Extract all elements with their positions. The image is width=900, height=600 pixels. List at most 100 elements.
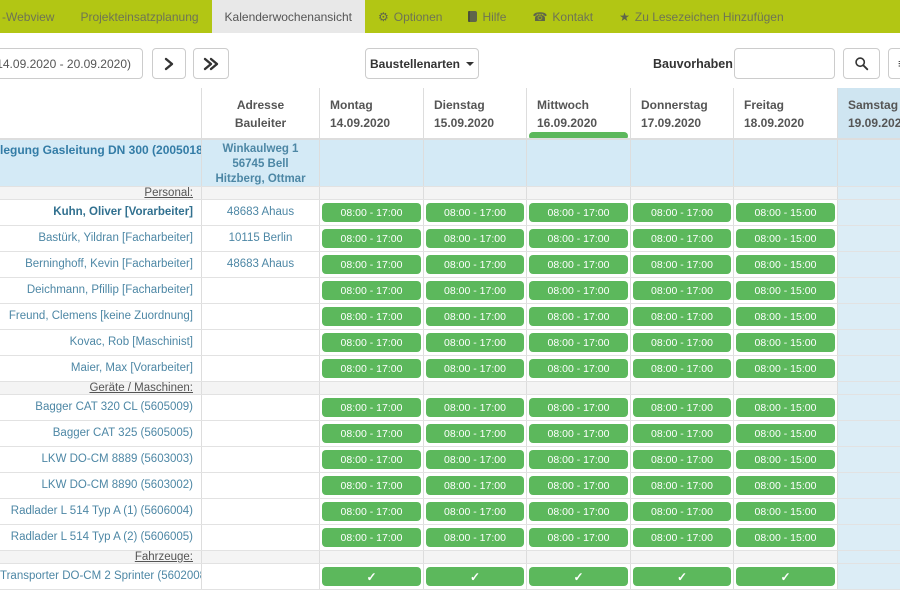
resource-name-link[interactable]: Maier, Max [Vorarbeiter] (0, 356, 202, 381)
assignment-time-cell[interactable]: 08:00 - 17:00 (633, 229, 731, 248)
resource-name-link[interactable]: Radlader L 514 Typ A (1) (5606004) (0, 499, 202, 524)
assignment-time-cell[interactable]: 08:00 - 17:00 (426, 450, 524, 469)
assignment-time-cell[interactable]: 08:00 - 17:00 (426, 229, 524, 248)
assignment-time-cell[interactable]: 08:00 - 15:00 (736, 333, 835, 352)
resource-name-link[interactable]: Berninghoff, Kevin [Facharbeiter] (0, 252, 202, 277)
resource-name-link[interactable]: Transporter DO-CM 2 Sprinter (5602008) (0, 564, 202, 589)
bauvorhaben-input[interactable] (734, 48, 835, 79)
assignment-time-cell[interactable]: 08:00 - 17:00 (529, 476, 628, 495)
assignment-time-cell[interactable]: 08:00 - 17:00 (426, 502, 524, 521)
assignment-time-cell[interactable]: 08:00 - 17:00 (322, 281, 421, 300)
assignment-time-cell[interactable]: 08:00 - 17:00 (426, 255, 524, 274)
assignment-time-cell[interactable]: 08:00 - 17:00 (633, 502, 731, 521)
week-selector[interactable]: 20 (14.09.2020 - 20.09.2020) (0, 48, 143, 79)
assignment-check-cell[interactable]: ✓ (529, 567, 628, 586)
nav-item-projekteinsatzplanung[interactable]: Projekteinsatzplanung (67, 0, 211, 33)
nav-item-optionen[interactable]: ⚙ Optionen (365, 0, 455, 33)
nav-item-webview[interactable]: -Webview (0, 0, 67, 33)
assignment-time-cell[interactable]: 08:00 - 17:00 (426, 528, 524, 547)
resource-name-link[interactable]: Bagger CAT 325 (5605005) (0, 421, 202, 446)
assignment-time-cell[interactable]: 08:00 - 17:00 (633, 528, 731, 547)
assignment-time-cell[interactable]: 08:00 - 15:00 (736, 203, 835, 222)
assignment-time-cell[interactable]: 08:00 - 17:00 (322, 229, 421, 248)
assignment-time-cell[interactable]: 08:00 - 17:00 (426, 398, 524, 417)
assignment-time-cell[interactable]: 08:00 - 15:00 (736, 502, 835, 521)
assignment-time-cell[interactable]: 08:00 - 15:00 (736, 307, 835, 326)
assignment-time-cell[interactable]: 08:00 - 17:00 (322, 203, 421, 222)
assignment-time-cell[interactable]: 08:00 - 17:00 (426, 307, 524, 326)
resource-name-link[interactable]: Freund, Clemens [keine Zuordnung] (0, 304, 202, 329)
assignment-time-cell[interactable]: 08:00 - 15:00 (736, 424, 835, 443)
assignment-time-cell[interactable]: 08:00 - 17:00 (633, 359, 731, 378)
nav-item-hilfe[interactable]: Hilfe (455, 0, 519, 33)
nav-item-kontakt[interactable]: ☎ Kontakt (519, 0, 606, 33)
assignment-time-cell[interactable]: 08:00 - 15:00 (736, 398, 835, 417)
assignment-time-cell[interactable]: 08:00 - 17:00 (322, 502, 421, 521)
assignment-check-cell[interactable]: ✓ (633, 567, 731, 586)
assignment-time-cell[interactable]: 08:00 - 15:00 (736, 359, 835, 378)
assignment-time-cell[interactable]: 08:00 - 17:00 (529, 450, 628, 469)
assignment-time-cell[interactable]: 08:00 - 17:00 (529, 333, 628, 352)
assignment-time-cell[interactable]: 08:00 - 17:00 (322, 359, 421, 378)
assignment-time-cell[interactable]: 08:00 - 15:00 (736, 528, 835, 547)
assignment-time-cell[interactable]: 08:00 - 17:00 (529, 528, 628, 547)
assignment-time-cell[interactable]: 08:00 - 17:00 (322, 307, 421, 326)
assignment-time-cell[interactable]: 08:00 - 17:00 (322, 255, 421, 274)
assignment-time-cell[interactable]: 08:00 - 15:00 (736, 281, 835, 300)
assignment-time-cell[interactable]: 08:00 - 17:00 (322, 450, 421, 469)
assignment-time-cell[interactable]: 08:00 - 15:00 (736, 229, 835, 248)
assignment-time-cell[interactable]: 08:00 - 17:00 (633, 281, 731, 300)
partial-right-button[interactable]: ≡ (888, 48, 900, 79)
baustellenarten-dropdown[interactable]: Baustellenarten (365, 48, 479, 79)
assignment-time-cell[interactable]: 08:00 - 17:00 (426, 359, 524, 378)
assignment-check-cell[interactable]: ✓ (322, 567, 421, 586)
assignment-time-cell[interactable]: 08:00 - 17:00 (322, 528, 421, 547)
assignment-time-cell[interactable]: 08:00 - 17:00 (322, 398, 421, 417)
next-week-button[interactable] (152, 48, 186, 79)
resource-name-link[interactable]: LKW DO-CM 8890 (5603002) (0, 473, 202, 498)
assignment-time-cell[interactable]: 08:00 - 15:00 (736, 450, 835, 469)
nav-item-lesezeichen[interactable]: ★ Zu Lesezeichen Hinzufügen (606, 0, 797, 33)
nav-tab-kalenderwochenansicht[interactable]: Kalenderwochenansicht (211, 0, 365, 33)
assignment-time-cell[interactable]: 08:00 - 17:00 (322, 476, 421, 495)
assignment-time-cell[interactable]: 08:00 - 17:00 (529, 307, 628, 326)
weekend-cell (838, 447, 900, 472)
assignment-time-cell[interactable]: 08:00 - 17:00 (529, 203, 628, 222)
assignment-time-cell[interactable]: 08:00 - 17:00 (633, 307, 731, 326)
assignment-time-cell[interactable]: 08:00 - 17:00 (322, 424, 421, 443)
assignment-time-cell[interactable]: 08:00 - 17:00 (633, 255, 731, 274)
assignment-time-cell[interactable]: 08:00 - 17:00 (322, 333, 421, 352)
resource-name-link[interactable]: Bastürk, Yildran [Facharbeiter] (0, 226, 202, 251)
assignment-time-cell[interactable]: 08:00 - 17:00 (633, 476, 731, 495)
assignment-time-cell[interactable]: 08:00 - 17:00 (426, 424, 524, 443)
assignment-check-cell[interactable]: ✓ (736, 567, 835, 586)
fast-forward-week-button[interactable] (193, 48, 229, 79)
resource-name-link[interactable]: LKW DO-CM 8889 (5603003) (0, 447, 202, 472)
project-name-link[interactable]: legung Gasleitung DN 300 (20050182) (0, 140, 202, 186)
assignment-time-cell[interactable]: 08:00 - 17:00 (633, 398, 731, 417)
assignment-time-cell[interactable]: 08:00 - 15:00 (736, 476, 835, 495)
assignment-time-cell[interactable]: 08:00 - 17:00 (529, 359, 628, 378)
assignment-time-cell[interactable]: 08:00 - 17:00 (529, 229, 628, 248)
assignment-time-cell[interactable]: 08:00 - 17:00 (426, 476, 524, 495)
assignment-time-cell[interactable]: 08:00 - 17:00 (633, 450, 731, 469)
assignment-time-cell[interactable]: 08:00 - 17:00 (426, 333, 524, 352)
resource-name-link[interactable]: Radlader L 514 Typ A (2) (5606005) (0, 525, 202, 550)
assignment-time-cell[interactable]: 08:00 - 17:00 (529, 502, 628, 521)
resource-name-link[interactable]: Deichmann, Pfillip [Facharbeiter] (0, 278, 202, 303)
assignment-time-cell[interactable]: 08:00 - 15:00 (736, 255, 835, 274)
assignment-time-cell[interactable]: 08:00 - 17:00 (426, 281, 524, 300)
assignment-time-cell[interactable]: 08:00 - 17:00 (633, 203, 731, 222)
assignment-time-cell[interactable]: 08:00 - 17:00 (426, 203, 524, 222)
assignment-time-cell[interactable]: 08:00 - 17:00 (529, 398, 628, 417)
search-button[interactable] (843, 48, 880, 79)
assignment-time-cell[interactable]: 08:00 - 17:00 (529, 255, 628, 274)
resource-name-link[interactable]: Kuhn, Oliver [Vorarbeiter] (0, 200, 202, 225)
assignment-check-cell[interactable]: ✓ (426, 567, 524, 586)
assignment-time-cell[interactable]: 08:00 - 17:00 (529, 424, 628, 443)
assignment-time-cell[interactable]: 08:00 - 17:00 (633, 333, 731, 352)
resource-name-link[interactable]: Kovac, Rob [Maschinist] (0, 330, 202, 355)
assignment-time-cell[interactable]: 08:00 - 17:00 (529, 281, 628, 300)
resource-name-link[interactable]: Bagger CAT 320 CL (5605009) (0, 395, 202, 420)
assignment-time-cell[interactable]: 08:00 - 17:00 (633, 424, 731, 443)
